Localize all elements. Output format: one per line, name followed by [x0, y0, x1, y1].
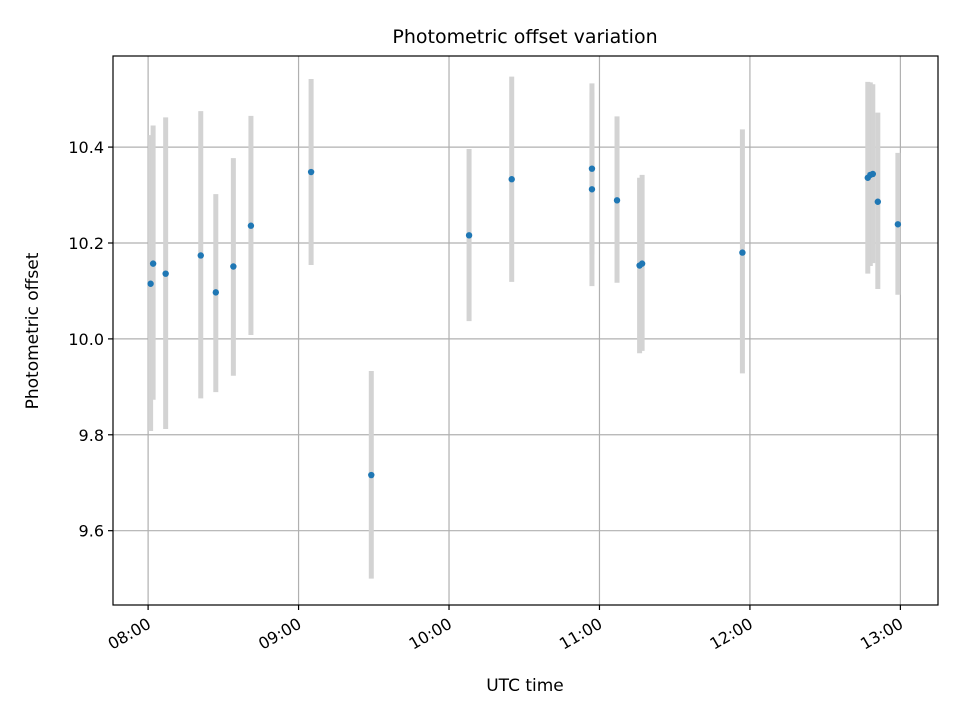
chart-title: Photometric offset variation: [392, 26, 657, 48]
data-point: [149, 260, 157, 267]
data-point: [465, 232, 473, 239]
data-point: [212, 289, 220, 296]
data-point: [588, 165, 596, 172]
data-point: [739, 249, 746, 256]
data-point: [894, 221, 902, 228]
x-axis-label: UTC time: [486, 676, 564, 696]
data-point: [162, 270, 169, 277]
data-point: [368, 471, 375, 479]
data-point: [588, 186, 596, 193]
data-point: [230, 263, 237, 270]
y-tick-label: 10.2: [68, 234, 104, 253]
data-point: [869, 170, 877, 178]
y-axis-ticks: 9.6 9.8 10.0 10.2 10.4: [68, 138, 113, 541]
y-tick-label: 10.4: [68, 138, 104, 157]
data-points: [147, 165, 902, 479]
plot-frame: [112, 55, 939, 606]
data-point: [147, 280, 154, 287]
y-tick-label: 9.8: [79, 426, 104, 445]
data-point: [247, 222, 255, 229]
y-tick-label: 9.6: [79, 522, 104, 541]
data-point: [508, 176, 515, 183]
y-axis-label: Photometric offset: [23, 252, 43, 409]
data-point: [638, 260, 646, 267]
data-point: [197, 252, 204, 259]
data-point: [307, 168, 315, 176]
data-point: [613, 197, 621, 204]
y-tick-label: 10.0: [68, 330, 104, 349]
data-point: [874, 198, 882, 205]
